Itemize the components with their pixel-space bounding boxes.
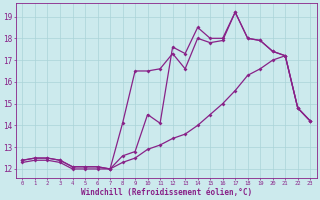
X-axis label: Windchill (Refroidissement éolien,°C): Windchill (Refroidissement éolien,°C) (81, 188, 252, 197)
